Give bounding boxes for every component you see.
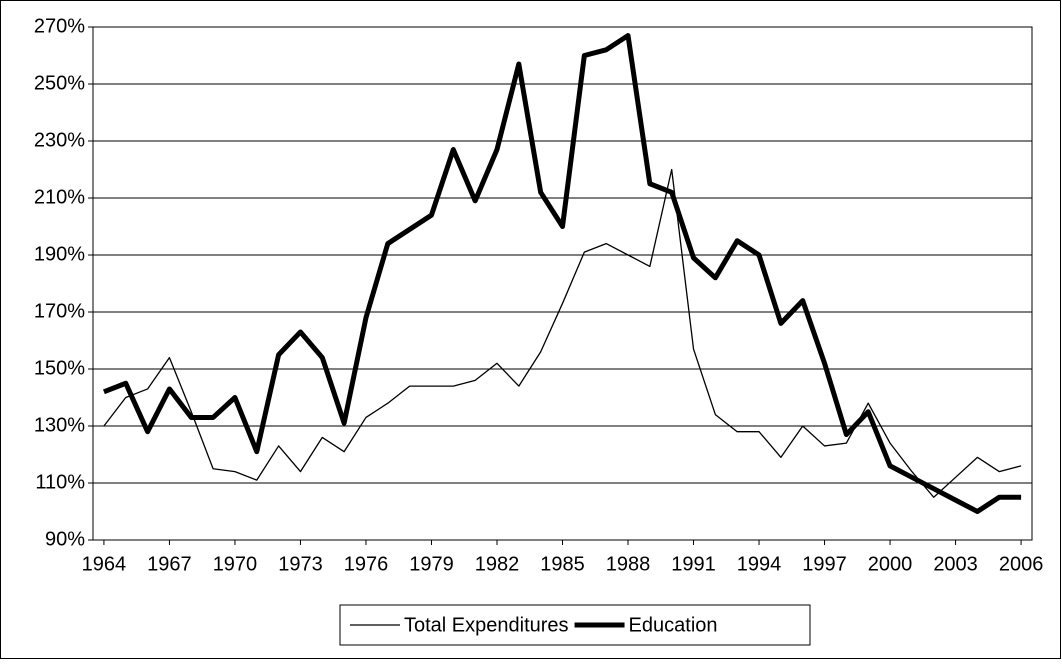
x-tick-label: 1973 <box>278 553 323 575</box>
x-tick-label: 1970 <box>213 553 258 575</box>
x-tick-label: 1976 <box>344 553 389 575</box>
y-tick-label: 110% <box>35 471 85 493</box>
y-tick-label: 190% <box>34 243 85 265</box>
x-tick-label: 1967 <box>147 553 192 575</box>
plot-area <box>92 26 1033 541</box>
x-tick-label: 1991 <box>671 553 716 575</box>
x-tick-label: 1994 <box>737 553 782 575</box>
x-tick-label: 1964 <box>82 553 127 575</box>
x-tick-label: 2003 <box>933 553 978 575</box>
y-tick-label: 130% <box>34 414 85 436</box>
series-line <box>103 33 1022 514</box>
x-tick-label: 1979 <box>409 553 454 575</box>
y-tick-label: 250% <box>34 72 85 94</box>
x-tick-label: 2000 <box>868 553 913 575</box>
y-tick-label: 230% <box>34 129 85 151</box>
y-tick-label: 170% <box>34 300 85 322</box>
y-tick-label: 270% <box>34 15 85 37</box>
x-tick-label: 1982 <box>475 553 520 575</box>
x-tick-label: 1985 <box>540 553 585 575</box>
y-tick-label: 150% <box>34 357 85 379</box>
x-tick-label: 2006 <box>999 553 1044 575</box>
x-tick-label: 1988 <box>606 553 651 575</box>
y-tick-label: 210% <box>34 186 85 208</box>
y-tick-label: 90% <box>45 528 85 550</box>
legend-label: Education <box>629 614 718 636</box>
series-line <box>103 168 1022 498</box>
legend-label: Total Expenditures <box>404 614 569 636</box>
x-tick-label: 1997 <box>802 553 847 575</box>
